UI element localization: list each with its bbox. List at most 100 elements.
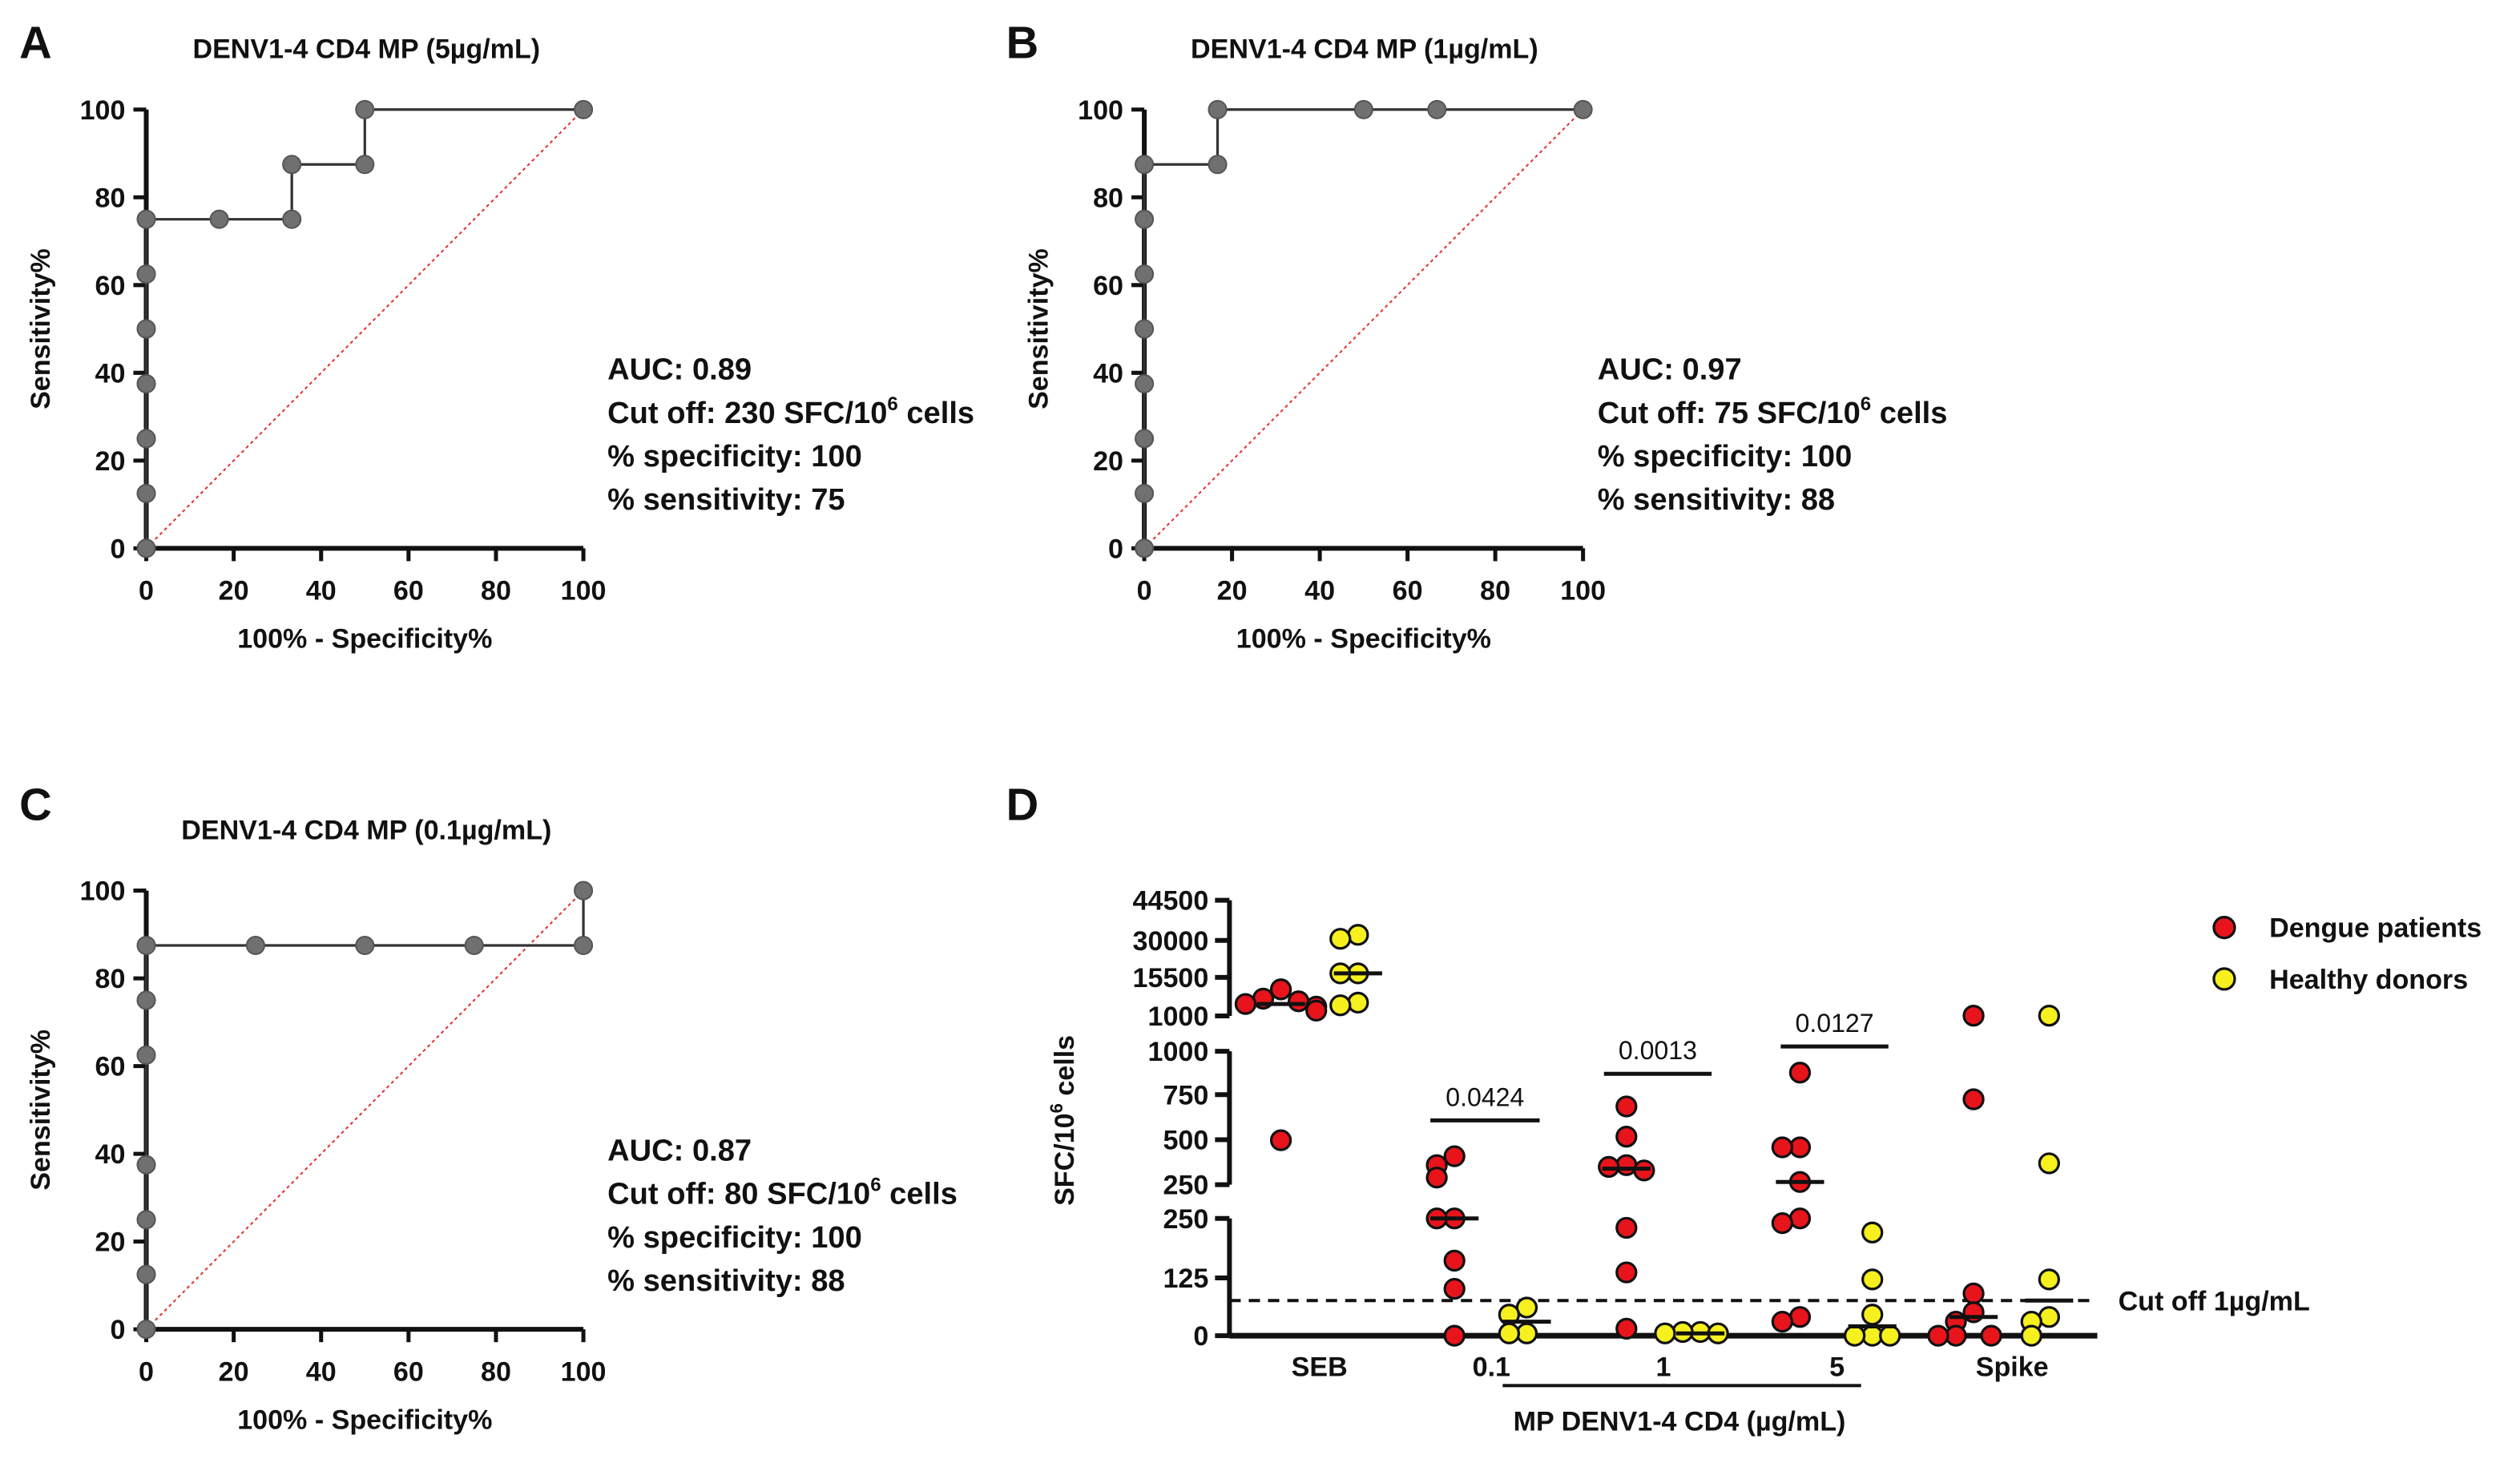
data-point — [1771, 1310, 1794, 1333]
roc-point — [355, 99, 375, 119]
y-tick-label: 100 — [80, 877, 126, 907]
roc-chart-c: DENV1-4 CD4 MP (0.1µg/mL) 0 20 40 60 80 100 0 20… — [26, 815, 958, 1435]
panel-letter-d: D — [1006, 779, 1039, 829]
data-point — [1498, 1322, 1521, 1344]
panel-letter-a: A — [19, 18, 52, 68]
roc-point — [1573, 99, 1593, 119]
data-point — [1879, 1324, 1901, 1347]
chart-title: DENV1-4 CD4 MP (0.1µg/mL) — [181, 815, 551, 845]
x-tick-label: 0 — [139, 576, 154, 607]
stat-units: cells — [1871, 397, 1947, 430]
legend-label: Healthy donors — [2269, 965, 2468, 995]
roc-point — [136, 1264, 156, 1284]
x-tick-label: 40 — [1304, 576, 1335, 607]
roc-point — [574, 881, 594, 901]
data-point — [1654, 1322, 1676, 1344]
roc-point — [1135, 483, 1155, 503]
data-point — [1771, 1136, 1794, 1159]
data-point — [1861, 1304, 1884, 1326]
roc-point — [209, 209, 229, 229]
data-point — [1347, 991, 1369, 1014]
category-label: 5 — [1829, 1352, 1845, 1382]
category-label: 0.1 — [1473, 1352, 1510, 1382]
scatter-chart-d: 1000 15500 30000 44500 250 500 750 1000 0 125 250 S… — [1046, 886, 2482, 1437]
roc-point — [282, 155, 302, 175]
stat-line-2: Cut off: 80 SFC/106 cells — [607, 1175, 958, 1211]
stat-units: cells — [898, 397, 974, 430]
y-tick-label: 750 — [1163, 1080, 1208, 1110]
reference-diagonal — [145, 889, 584, 1330]
cutoff-label: Cut off 1µg/mL — [2119, 1286, 2310, 1316]
x-tick-label: 0 — [139, 1356, 154, 1387]
panel-a: A — [19, 18, 52, 68]
y-tick-label: 500 — [1163, 1125, 1208, 1155]
data-point — [1615, 1317, 1638, 1340]
stat-line-3: % specificity: 100 — [1598, 440, 1853, 474]
x-tick-label: 80 — [1480, 576, 1510, 607]
data-point — [1269, 978, 1292, 1001]
data-point — [2038, 1306, 2060, 1328]
roc-point — [136, 935, 156, 956]
stat-line-3: % specificity: 100 — [607, 1221, 862, 1255]
y-tick-label: 125 — [1163, 1264, 1208, 1294]
y-tick-label: 60 — [95, 1052, 126, 1082]
roc-point — [1427, 99, 1447, 119]
category-label: SEB — [1292, 1352, 1348, 1382]
y-tick-label: 40 — [95, 1139, 126, 1170]
pvalue-label: 0.0424 — [1445, 1082, 1524, 1111]
x-tick-label: 20 — [219, 576, 249, 607]
category-label: 1 — [1655, 1352, 1671, 1382]
roc-point — [136, 483, 156, 503]
data-point — [1771, 1211, 1794, 1235]
data-point — [1425, 1167, 1448, 1189]
y-tick-label: 0 — [110, 1315, 125, 1345]
superscript: 6 — [1861, 393, 1871, 415]
y-tick-label: 80 — [95, 183, 126, 213]
roc-point — [1135, 209, 1155, 229]
roc-point — [1208, 99, 1228, 119]
roc-point — [136, 538, 156, 558]
data-point — [1962, 1005, 1985, 1027]
category-label: Spike — [1976, 1352, 2049, 1382]
data-point — [1945, 1324, 1967, 1347]
x-tick-label: 60 — [393, 1356, 424, 1387]
data-point — [2038, 1152, 2060, 1175]
pvalue-label: 0.0127 — [1795, 1009, 1873, 1038]
y-tick-label: 44500 — [1133, 886, 1209, 917]
data-point — [1615, 1154, 1638, 1176]
data-point — [2038, 1268, 2060, 1291]
y-tick-label: 80 — [95, 964, 126, 994]
roc-point — [355, 155, 375, 175]
y-tick-label: 20 — [95, 1227, 126, 1258]
data-point — [1347, 924, 1369, 946]
roc-point — [1135, 373, 1155, 394]
roc-point — [136, 1045, 156, 1065]
stat-line-1: AUC: 0.89 — [607, 353, 752, 387]
superscript: 6 — [1046, 1103, 1066, 1113]
stat-line-1: AUC: 0.87 — [607, 1135, 752, 1168]
y-tick-label: 20 — [95, 446, 126, 477]
stat-line-4: % sensitivity: 88 — [1598, 483, 1835, 517]
data-point — [2020, 1324, 2042, 1347]
y-tick-label: 40 — [1093, 358, 1123, 389]
x-tick-label: 100 — [561, 576, 607, 607]
stat-line-2: Cut off: 75 SFC/106 cells — [1598, 393, 1948, 430]
roc-point — [574, 99, 594, 119]
y-axis-label: Sensitivity% — [26, 1030, 56, 1191]
x-axis-label: 100% - Specificity% — [237, 624, 492, 655]
data-point — [1443, 1324, 1466, 1347]
reference-diagonal — [145, 109, 584, 550]
data-point — [1287, 990, 1310, 1013]
y-axis-label: Sensitivity% — [26, 248, 56, 409]
data-point — [1329, 928, 1352, 950]
roc-point — [1135, 538, 1155, 558]
x-tick-label: 80 — [481, 1356, 511, 1387]
data-point — [1269, 1129, 1292, 1151]
x-axis-label: 100% - Specificity% — [1236, 624, 1491, 655]
data-point — [1861, 1268, 1884, 1291]
y-tick-label: 0 — [1193, 1321, 1208, 1352]
roc-point — [1135, 319, 1155, 339]
y-tick-label: 20 — [1093, 446, 1123, 477]
legend-label: Dengue patients — [2269, 913, 2482, 944]
